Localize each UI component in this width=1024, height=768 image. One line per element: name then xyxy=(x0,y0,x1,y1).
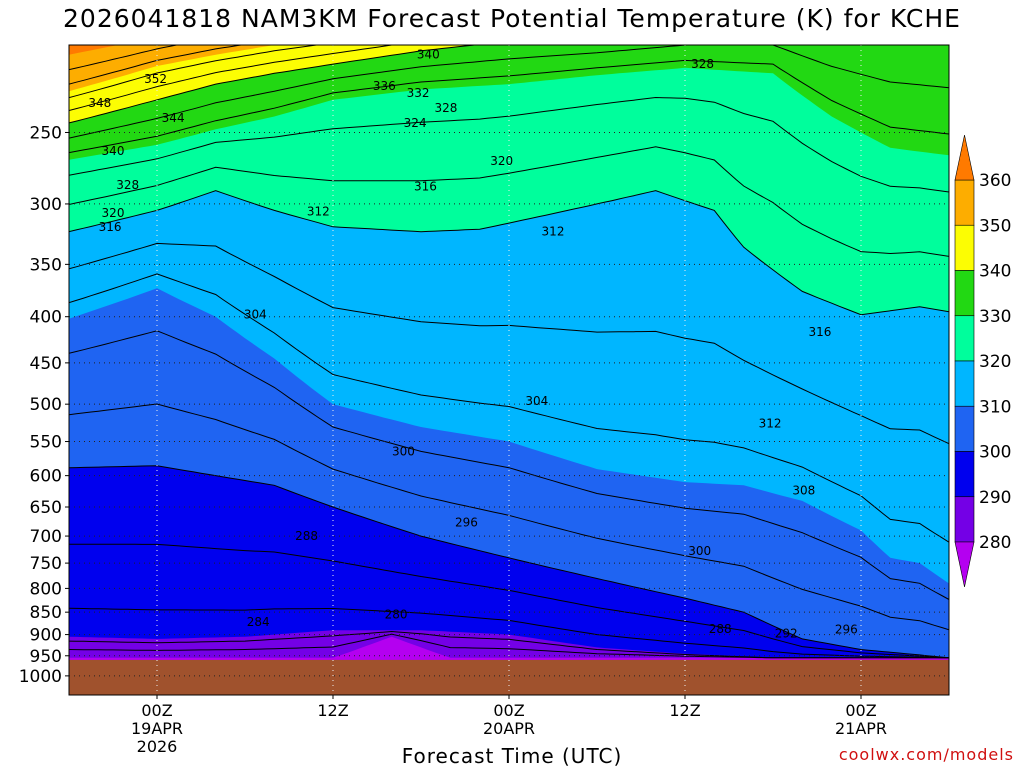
contour-label: 292 xyxy=(775,627,798,641)
isentrope-348 xyxy=(69,45,320,99)
contour-label: 288 xyxy=(295,529,318,543)
contour-label: 312 xyxy=(542,225,565,239)
y-tick-label: 300 xyxy=(30,195,62,215)
colorbar-label: 340 xyxy=(979,262,1011,282)
x-tick-label: 21APR xyxy=(835,719,887,738)
contour-label: 296 xyxy=(835,622,858,636)
x-tick-label: 00Z xyxy=(141,701,172,720)
y-tick-label: 850 xyxy=(30,603,62,623)
contour-label: 300 xyxy=(392,444,415,458)
colorbar-label: 320 xyxy=(979,352,1011,372)
colorbar-bottom-triangle xyxy=(954,541,975,588)
contour-label: 336 xyxy=(373,79,396,93)
contour-label: 288 xyxy=(709,622,732,636)
contour-label: 280 xyxy=(385,607,408,621)
isentrope-336 xyxy=(69,45,949,139)
x-tick-label: 12Z xyxy=(669,701,700,720)
colorbar-label: 330 xyxy=(979,307,1011,327)
contour-label: 308 xyxy=(792,483,815,497)
contour-label: 320 xyxy=(490,154,513,168)
contour-label: 284 xyxy=(247,615,270,629)
band-above-320 xyxy=(69,45,949,315)
isentrope-324 xyxy=(69,146,949,257)
colorbar-segment xyxy=(954,179,975,226)
x-axis-title: Forecast Time (UTC) xyxy=(401,744,623,768)
contour-label: 316 xyxy=(99,220,122,234)
contour-label: 300 xyxy=(688,544,711,558)
y-tick-label: 650 xyxy=(30,498,62,518)
x-tick-label: 2026 xyxy=(137,737,178,756)
isentrope-328 xyxy=(69,96,949,193)
contour-label: 316 xyxy=(414,180,437,194)
contour-label: 312 xyxy=(307,205,330,219)
y-tick-label: 900 xyxy=(30,626,62,646)
colorbar-segment xyxy=(954,451,975,498)
isentrope-320 xyxy=(69,190,949,316)
contour-label: 296 xyxy=(455,515,478,529)
y-tick-label: 400 xyxy=(30,308,62,328)
y-tick-label: 500 xyxy=(30,395,62,415)
isentrope-300 xyxy=(69,465,949,659)
y-tick-label: 550 xyxy=(30,433,62,453)
band-above-350 xyxy=(69,45,275,92)
band-above-340 xyxy=(69,45,474,123)
contour-label: 304 xyxy=(244,308,267,322)
colorbar-label: 280 xyxy=(979,533,1011,553)
isentrope-344 xyxy=(69,45,396,111)
isentrope-352 xyxy=(69,45,245,85)
contour-label: 340 xyxy=(417,48,440,62)
y-tick-label: 450 xyxy=(30,354,62,374)
isentrope-312 xyxy=(69,273,949,543)
colorbar-segment xyxy=(954,315,975,362)
colorbar-label: 350 xyxy=(979,216,1011,236)
x-tick-label: 00Z xyxy=(493,701,524,720)
contour-label: 324 xyxy=(404,116,427,130)
y-tick-label: 600 xyxy=(30,467,62,487)
isentrope-308 xyxy=(69,330,949,600)
colorbar-segment xyxy=(954,270,975,317)
colorbar-segment xyxy=(954,496,975,543)
contour-label: 320 xyxy=(102,206,125,220)
contour-label: 344 xyxy=(162,111,185,125)
contour-label: 312 xyxy=(759,416,782,430)
contour-label: 352 xyxy=(144,72,167,86)
y-tick-label: 950 xyxy=(30,647,62,667)
y-tick-label: 250 xyxy=(30,123,62,143)
colorbar-label: 310 xyxy=(979,397,1011,417)
contour-label: 328 xyxy=(691,57,714,71)
colorbar-label: 360 xyxy=(979,171,1011,191)
colorbar-label: 290 xyxy=(979,488,1011,508)
x-tick-label: 12Z xyxy=(317,701,348,720)
colorbar-segment xyxy=(954,405,975,452)
y-tick-label: 800 xyxy=(30,579,62,599)
contour-label: 328 xyxy=(116,178,139,192)
band-above-330 xyxy=(69,45,949,160)
y-tick-label: 750 xyxy=(30,554,62,574)
x-tick-label: 19APR xyxy=(131,719,183,738)
contour-label: 328 xyxy=(434,101,457,115)
band-above-360 xyxy=(69,45,118,55)
contour-label: 332 xyxy=(407,86,430,100)
y-tick-label: 700 xyxy=(30,527,62,547)
colorbar-top-triangle xyxy=(954,134,975,181)
colorbar-segment xyxy=(954,224,975,271)
source-credit[interactable]: coolwx.com/models xyxy=(838,745,1014,764)
contour-label: 304 xyxy=(525,394,548,408)
isentrope-340 xyxy=(69,45,479,124)
isentrope-288 xyxy=(69,630,949,659)
contour-label: 340 xyxy=(102,144,125,158)
x-tick-label: 00Z xyxy=(845,701,876,720)
colorbar-segment xyxy=(954,360,975,407)
y-tick-label: 350 xyxy=(30,255,62,275)
y-tick-label: 1000 xyxy=(19,667,62,687)
contour-label: 316 xyxy=(808,325,831,339)
contour-label: 348 xyxy=(88,96,111,110)
colorbar-label: 300 xyxy=(979,443,1011,463)
x-tick-label: 20APR xyxy=(483,719,535,738)
chart-title: 2026041818 NAM3KM Forecast Potential Tem… xyxy=(63,4,961,33)
